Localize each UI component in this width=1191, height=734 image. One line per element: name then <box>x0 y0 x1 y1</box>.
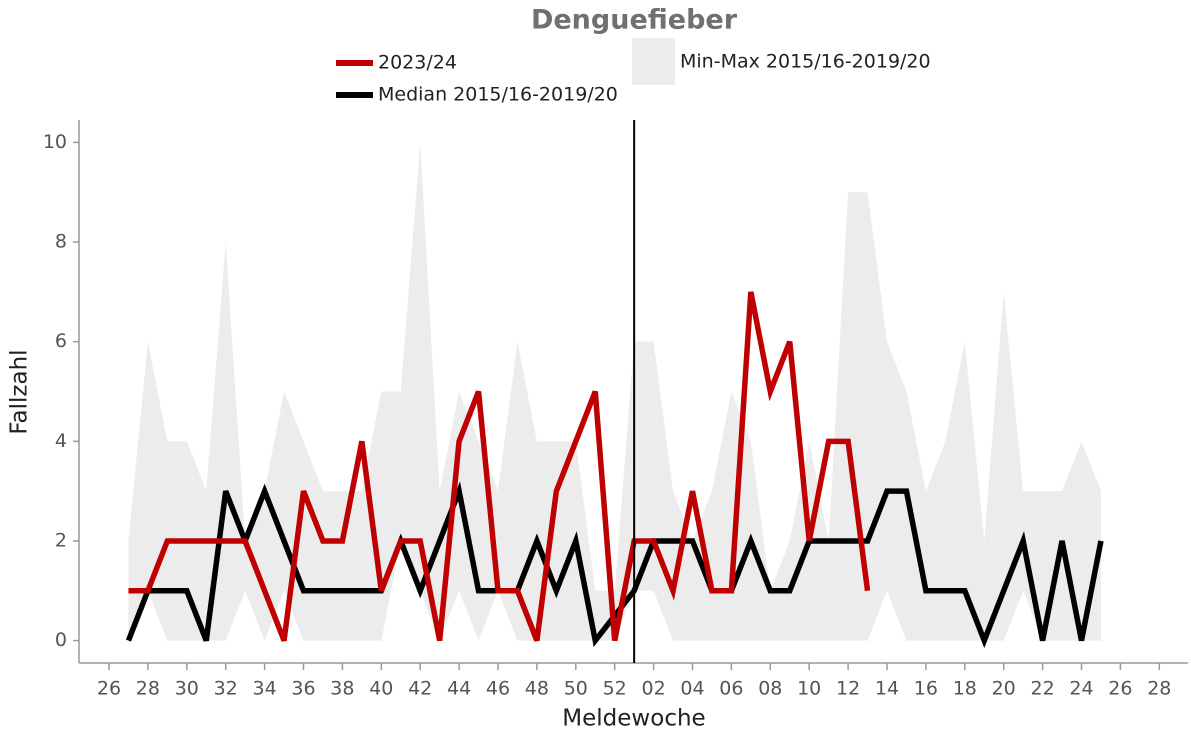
x-axis-label: Meldewoche <box>562 706 705 732</box>
x-tick-label: 44 <box>447 678 471 700</box>
legend-label: Min-Max 2015/16-2019/20 <box>680 51 931 73</box>
y-tick-label: 2 <box>55 529 67 551</box>
x-tick-label: 46 <box>486 678 510 700</box>
x-tick-label: 06 <box>719 678 743 700</box>
x-tick-label: 36 <box>291 678 315 700</box>
x-tick-label: 24 <box>1069 678 1093 700</box>
x-tick-label: 38 <box>330 678 354 700</box>
legend-label: 2023/24 <box>378 52 457 74</box>
x-tick-label: 08 <box>758 678 782 700</box>
y-axis-label: Fallzahl <box>7 349 33 434</box>
x-tick-label: 52 <box>603 678 627 700</box>
x-tick-label: 48 <box>525 678 549 700</box>
x-tick-label: 22 <box>1031 678 1055 700</box>
x-tick-label: 40 <box>369 678 393 700</box>
x-tick-label: 02 <box>642 678 666 700</box>
x-tick-label: 14 <box>875 678 899 700</box>
x-tick-label: 26 <box>97 678 121 700</box>
y-tick-label: 6 <box>55 330 67 352</box>
legend-label: Median 2015/16-2019/20 <box>378 84 618 106</box>
x-tick-label: 10 <box>797 678 821 700</box>
y-tick-label: 8 <box>55 231 67 253</box>
y-tick-label: 0 <box>55 629 67 651</box>
x-tick-label: 16 <box>914 678 938 700</box>
x-tick-label: 04 <box>680 678 704 700</box>
line-series <box>128 291 871 642</box>
x-tick-label: 18 <box>953 678 977 700</box>
x-tick-label: 42 <box>408 678 432 700</box>
legend: Min-Max 2015/16-2019/20 2023/24 Median 2… <box>336 38 931 106</box>
x-tick-label: 26 <box>1108 678 1132 700</box>
x-tick-label: 32 <box>214 678 238 700</box>
x-tick-label: 28 <box>136 678 160 700</box>
y-tick-label: 10 <box>43 131 67 153</box>
x-tick-label: 34 <box>253 678 277 700</box>
y-tick-label: 4 <box>55 430 67 452</box>
legend-swatch <box>632 38 675 85</box>
min-max-band <box>128 142 1101 641</box>
x-tick-label: 20 <box>992 678 1016 700</box>
chart-title: Denguefieber <box>531 5 738 36</box>
x-tick-label: 50 <box>564 678 588 700</box>
x-tick-label: 28 <box>1147 678 1171 700</box>
x-tick-label: 30 <box>175 678 199 700</box>
x-tick-label: 12 <box>836 678 860 700</box>
